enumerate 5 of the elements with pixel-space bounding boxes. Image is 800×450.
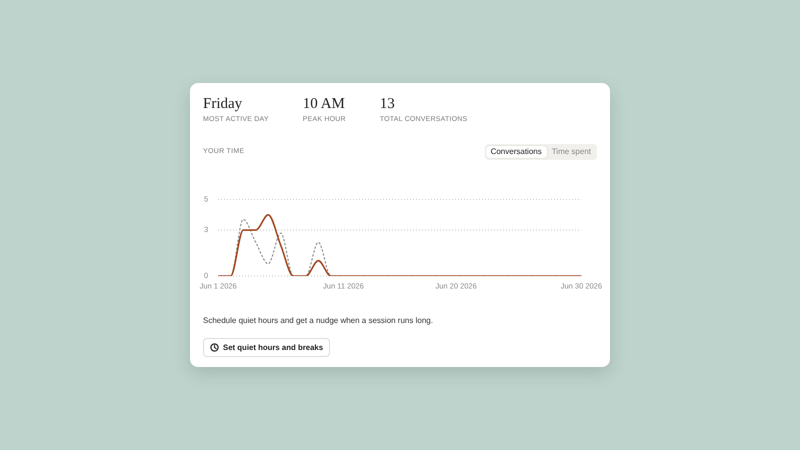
text: Schedule quiet hours and get a nudge when a session runs long. — [203, 315, 433, 326]
text: 13 — [380, 95, 396, 113]
text: 10 AM — [302, 95, 346, 113]
view-toggle[interactable]: Conversations Time spent — [484, 144, 597, 160]
text: Friday — [203, 95, 244, 113]
